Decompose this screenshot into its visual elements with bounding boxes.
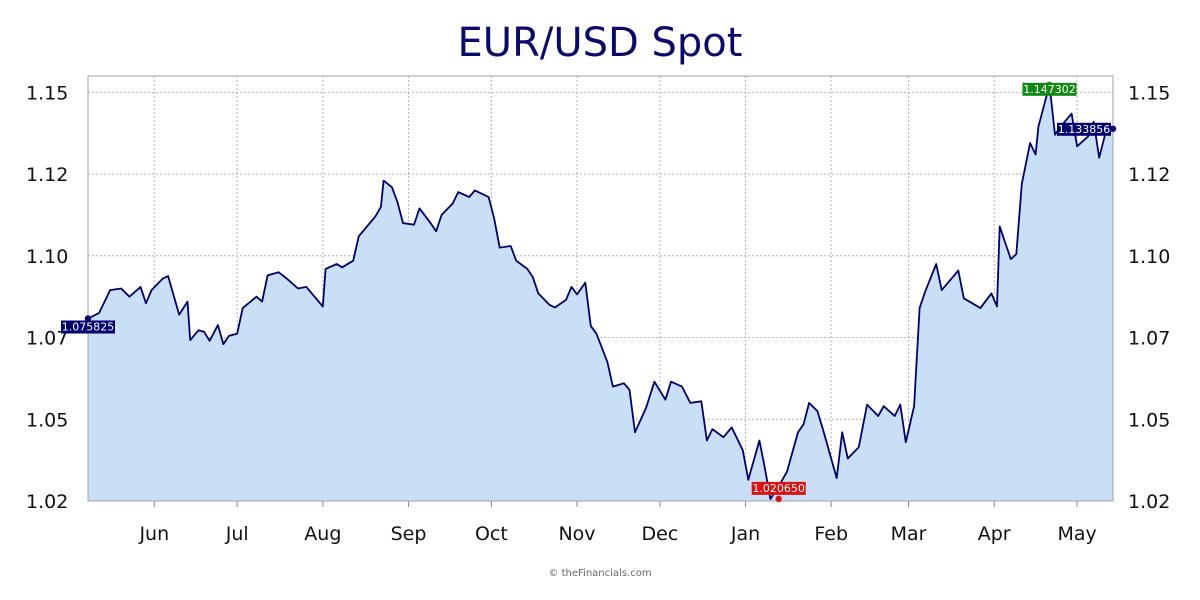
axis-labels: 1.02 1.02 1.05 1.05 1.07 1.07 1.10 1.10 1.12 1.12… [26,82,1170,545]
annotation-label: 1.147302 [1023,83,1076,96]
plot-frame [87,75,1114,502]
annotation-label: 1.075825 [62,320,115,333]
x-tick-label: Feb [814,523,848,545]
x-tick-label: Oct [475,523,508,545]
x-tick-label: Nov [558,523,595,545]
annotation-dot [84,315,92,322]
x-tick-label: Dec [642,523,679,545]
y-tick-label-left: 1.02 [26,491,68,513]
x-tick-label: Mar [891,523,927,545]
copyright-text: © theFinancials.com [548,568,652,579]
series-area [88,84,1113,502]
y-tick-label-left: 1.15 [26,82,68,104]
y-tick-label-left: 1.05 [26,409,68,431]
area-layer [87,83,1114,502]
x-tick-label: Jul [225,523,249,545]
x-tick-label: Jan [730,523,760,545]
y-tick-label-right: 1.02 [1128,491,1170,513]
chart-title: EUR/USD Spot [457,20,743,66]
annotation-label: 1.020650 [752,482,805,495]
x-tick-label: May [1057,523,1096,545]
y-tick-label-right: 1.05 [1128,409,1170,431]
annotation-flag [1057,122,1111,136]
y-tick-label-right: 1.12 [1128,164,1170,186]
annotation-label: 1.133856 [1058,123,1111,136]
plot-border [87,75,1114,502]
annotation-flag [61,320,115,334]
y-tick-label-left: 1.10 [26,246,68,268]
annotation-dot [775,495,782,503]
annotation-flag [1022,82,1077,96]
x-tick-label: Aug [304,523,341,545]
y-tick-label-right: 1.10 [1128,246,1170,268]
annotation-dot [1109,125,1117,132]
x-tick-label: Jun [138,523,169,545]
annotations: 1.075825 1.020650 1.147302 1.133856 [61,81,1117,503]
y-tick-label-left: 1.12 [26,164,68,186]
annotation-flag [751,481,806,495]
y-tick-label-left: 1.07 [26,328,68,350]
series-line [87,83,1114,500]
y-tick-label-right: 1.07 [1128,328,1170,350]
y-tick-label-right: 1.15 [1128,82,1170,104]
x-tick-label: Sep [391,523,427,545]
x-tick-label: Apr [978,523,1011,545]
